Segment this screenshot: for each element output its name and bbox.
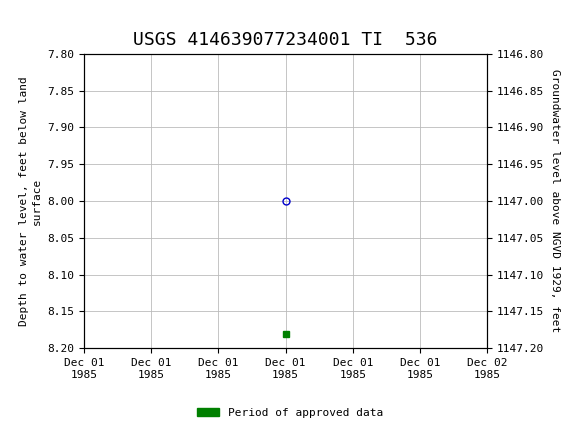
Y-axis label: Depth to water level, feet below land
surface: Depth to water level, feet below land su… [19, 76, 42, 326]
Title: USGS 414639077234001 TI  536: USGS 414639077234001 TI 536 [133, 31, 438, 49]
Legend: Period of approved data: Period of approved data [193, 403, 387, 422]
Y-axis label: Groundwater level above NGVD 1929, feet: Groundwater level above NGVD 1929, feet [550, 69, 560, 333]
Text: ≡ USGS: ≡ USGS [6, 9, 71, 24]
